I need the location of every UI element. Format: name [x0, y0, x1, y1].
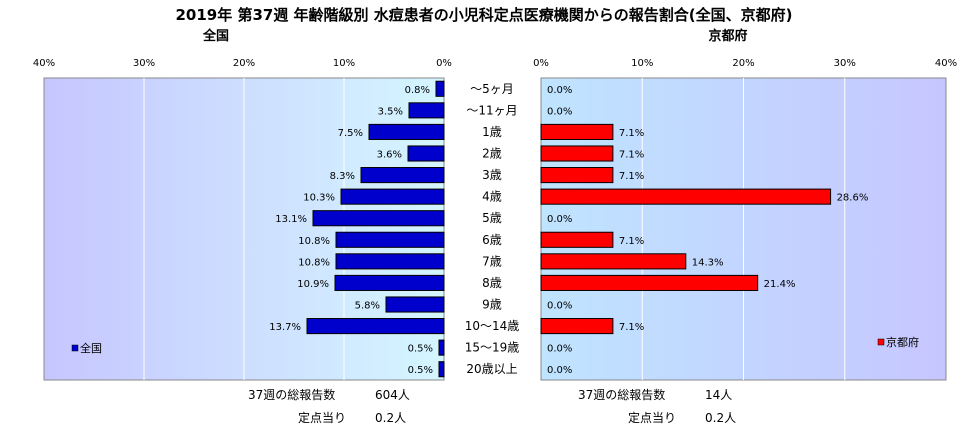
left-tick-label: 20%: [233, 58, 255, 69]
category-label: ～5ヶ月: [470, 82, 514, 96]
right-tick-label: 20%: [732, 58, 754, 69]
left-legend-swatch: [71, 344, 79, 352]
right-value-label: 7.1%: [619, 322, 644, 333]
left-panel-title: 全国: [202, 28, 229, 44]
right-tick-label: 10%: [631, 58, 653, 69]
right-footer-per-value: 0.2人: [705, 411, 736, 425]
left-value-label: 10.3%: [303, 193, 335, 204]
left-bar: [368, 123, 445, 140]
right-value-label: 7.1%: [619, 128, 644, 139]
left-bar: [334, 274, 445, 291]
left-footer-per-value: 0.2人: [375, 411, 406, 425]
right-value-label: 0.0%: [547, 106, 572, 117]
right-legend: 京都府: [877, 335, 919, 349]
right-bar: [540, 188, 832, 205]
category-label: 6歳: [482, 233, 502, 247]
right-value-label: 0.0%: [547, 365, 572, 376]
left-value-label: 8.3%: [330, 171, 355, 182]
left-bar: [438, 339, 445, 356]
right-legend-swatch: [877, 338, 885, 346]
right-legend-label: 京都府: [886, 335, 919, 349]
left-tick-label: 10%: [333, 58, 355, 69]
left-value-label: 0.5%: [408, 344, 433, 355]
left-legend-label: 全国: [80, 341, 102, 355]
right-value-label: 0.0%: [547, 344, 572, 355]
category-label: 10～14歳: [465, 319, 520, 333]
right-bar: [540, 123, 614, 140]
right-value-label: 0.0%: [547, 301, 572, 312]
left-bar: [312, 210, 445, 227]
left-value-label: 7.5%: [338, 128, 363, 139]
left-bar: [408, 102, 445, 119]
right-value-label: 7.1%: [619, 171, 644, 182]
left-value-label: 13.7%: [269, 322, 301, 333]
left-value-label: 3.5%: [378, 106, 403, 117]
right-tick-label: 40%: [935, 58, 957, 69]
category-label: 7歳: [482, 254, 502, 268]
right-bar: [540, 167, 614, 184]
left-value-label: 13.1%: [275, 214, 307, 225]
category-label: 20歳以上: [466, 362, 517, 376]
left-tick-label: 30%: [133, 58, 155, 69]
left-bar: [360, 167, 445, 184]
right-value-label: 0.0%: [547, 85, 572, 96]
left-footer-per-label: 定点当り: [298, 410, 346, 425]
left-footer-total-value: 604人: [375, 388, 410, 402]
left-bar: [306, 318, 445, 335]
left-value-label: 3.6%: [377, 150, 402, 161]
category-label: 2歳: [482, 147, 502, 161]
left-footer-total-label: 37週の総報告数: [248, 387, 335, 402]
right-bar: [540, 145, 614, 162]
left-value-label: 0.8%: [405, 85, 430, 96]
category-label: 3歳: [482, 168, 502, 182]
right-footer-total-value: 14人: [705, 388, 732, 402]
right-bar: [540, 318, 614, 335]
right-panel-title: 京都府: [708, 28, 747, 44]
right-bar: [540, 253, 687, 270]
left-bar: [435, 80, 445, 97]
left-value-label: 10.9%: [297, 279, 329, 290]
left-bar: [438, 361, 445, 378]
right-tick-label: 30%: [834, 58, 856, 69]
left-legend: 全国: [71, 341, 102, 355]
right-bar: [540, 274, 759, 291]
left-bar: [335, 231, 445, 248]
right-value-label: 0.0%: [547, 214, 572, 225]
right-value-label: 7.1%: [619, 150, 644, 161]
left-value-label: 10.8%: [298, 236, 330, 247]
category-label: 4歳: [482, 190, 502, 204]
category-label: 15～19歳: [465, 341, 520, 355]
left-value-label: 10.8%: [298, 257, 330, 268]
left-bar: [340, 188, 445, 205]
category-label: ～11ヶ月: [466, 103, 517, 117]
left-value-label: 0.5%: [408, 365, 433, 376]
right-value-label: 14.3%: [692, 257, 724, 268]
left-tick-label: 40%: [33, 58, 55, 69]
category-label: 1歳: [482, 125, 502, 139]
left-tick-label: 0%: [436, 58, 452, 69]
right-value-label: 7.1%: [619, 236, 644, 247]
right-footer-per-label: 定点当り: [628, 410, 676, 425]
category-label: 9歳: [482, 298, 502, 312]
category-label: 5歳: [482, 211, 502, 225]
right-value-label: 21.4%: [764, 279, 796, 290]
left-bar: [407, 145, 445, 162]
right-footer-total-label: 37週の総報告数: [578, 387, 665, 402]
right-value-label: 28.6%: [837, 193, 869, 204]
right-bar: [540, 231, 614, 248]
left-bar: [385, 296, 445, 313]
left-bar: [335, 253, 445, 270]
left-value-label: 5.8%: [355, 301, 380, 312]
chart-title: 2019年 第37週 年齢階級別 水痘患者の小児科定点医療機関からの報告割合(全…: [175, 6, 792, 24]
right-tick-label: 0%: [533, 58, 549, 69]
category-label: 8歳: [482, 276, 502, 290]
